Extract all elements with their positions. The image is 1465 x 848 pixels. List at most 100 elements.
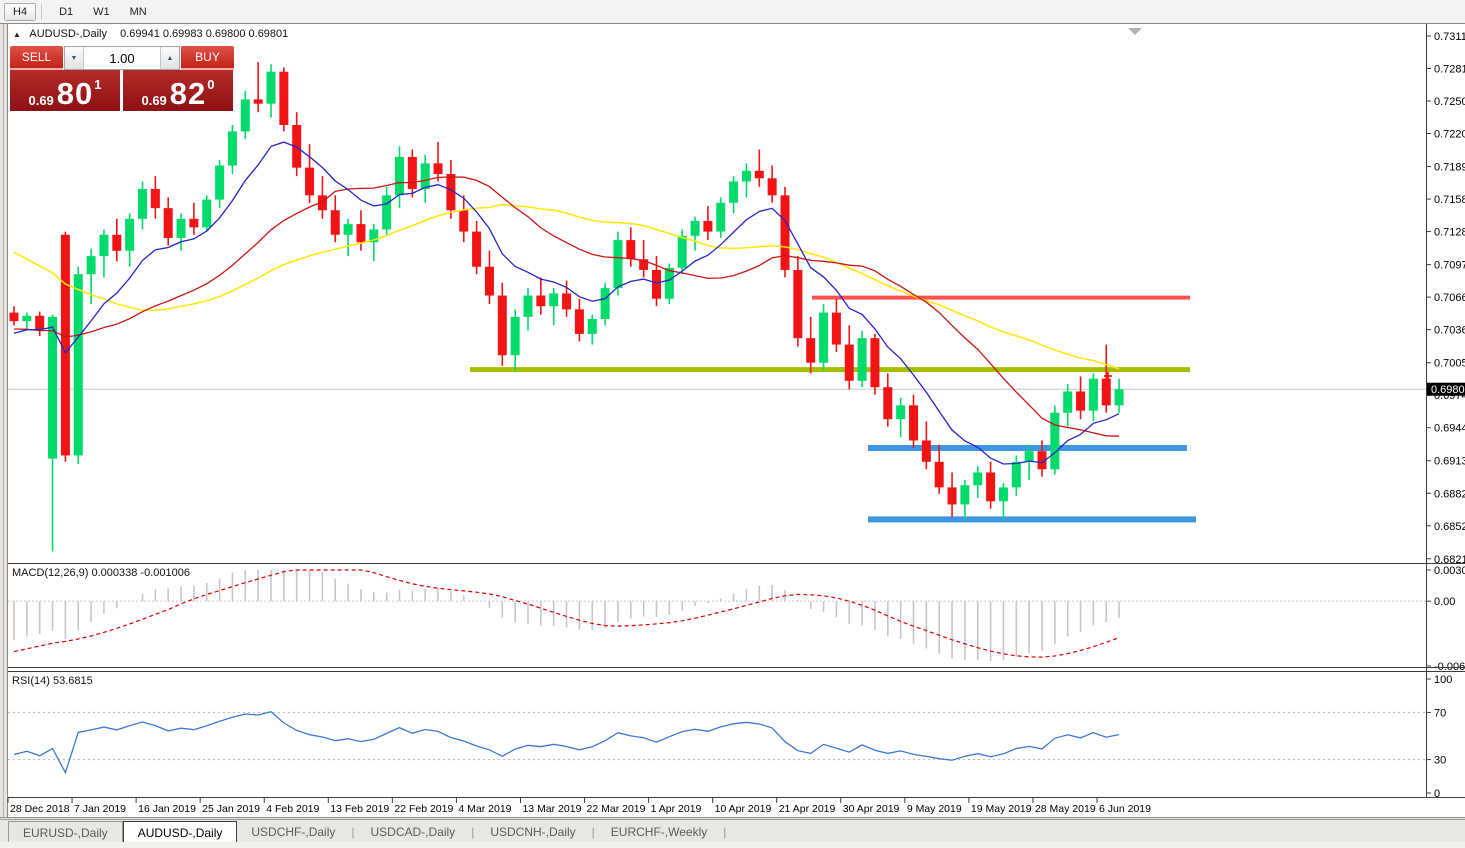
candle-body[interactable] <box>292 124 302 168</box>
candle-body[interactable] <box>986 472 996 502</box>
tab-eurchf-weekly[interactable]: EURCHF-,Weekly <box>610 825 708 839</box>
candle-body[interactable] <box>305 167 315 196</box>
candle-body[interactable] <box>793 269 803 339</box>
candle-body[interactable] <box>253 99 263 104</box>
candle-body[interactable] <box>138 188 147 219</box>
candle-body[interactable] <box>266 71 276 104</box>
scroll-shift-icon[interactable] <box>1128 28 1142 35</box>
candle-body[interactable] <box>484 266 494 296</box>
candle-body[interactable] <box>729 181 739 203</box>
volume-input[interactable] <box>84 47 160 69</box>
collapse-arrow-icon[interactable]: ▲ <box>13 30 21 39</box>
candle-body[interactable] <box>48 316 58 459</box>
tab-eurusd-daily[interactable]: EURUSD-,Daily <box>8 821 123 843</box>
candle-body[interactable] <box>86 256 96 275</box>
candle-body[interactable] <box>227 131 237 166</box>
timeframe-h4-button[interactable]: H4 <box>4 2 37 21</box>
candle-body[interactable] <box>574 309 584 334</box>
candle-body[interactable] <box>343 224 353 235</box>
candle-body[interactable] <box>279 71 289 125</box>
tab-usdcnh-daily[interactable]: USDCNH-,Daily <box>490 825 576 839</box>
candle-body[interactable] <box>22 315 32 322</box>
candle-body[interactable] <box>330 210 340 235</box>
candle-body[interactable] <box>741 170 751 182</box>
candle-body[interactable] <box>510 316 520 356</box>
candle-body[interactable] <box>780 195 790 270</box>
candle-body[interactable] <box>459 210 469 232</box>
candle-body[interactable] <box>549 293 559 307</box>
candle-body[interactable] <box>613 240 623 289</box>
candle-body[interactable] <box>433 163 443 175</box>
candle-body[interactable] <box>112 234 122 251</box>
candle-body[interactable] <box>857 338 867 381</box>
candle-body[interactable] <box>831 312 841 345</box>
candle-body[interactable] <box>125 218 135 251</box>
candle-body[interactable] <box>317 195 327 211</box>
candle-body[interactable] <box>1011 461 1021 488</box>
candle-body[interactable] <box>960 485 970 505</box>
tab-usdcad-daily[interactable]: USDCAD-,Daily <box>370 825 456 839</box>
candle-body[interactable] <box>9 312 19 322</box>
tab-audusd-daily[interactable]: AUDUSD-,Daily <box>122 821 238 843</box>
candle-body[interactable] <box>921 440 931 462</box>
volume-increase-button[interactable]: ▲ <box>160 47 179 69</box>
candle-body[interactable] <box>73 274 83 456</box>
candle-body[interactable] <box>1050 412 1060 470</box>
candle-body[interactable] <box>240 99 250 132</box>
candle-body[interactable] <box>1037 451 1047 470</box>
candle-body[interactable] <box>703 220 713 232</box>
candle-body[interactable] <box>767 178 777 196</box>
timeframe-d1-button[interactable]: D1 <box>59 5 74 18</box>
candle-body[interactable] <box>716 202 726 232</box>
sell-button[interactable]: SELL <box>10 46 63 70</box>
tab-usdchf-daily[interactable]: USDCHF-,Daily <box>251 825 336 839</box>
candle-body[interactable] <box>215 165 225 200</box>
candle-body[interactable] <box>600 288 610 319</box>
candle-body[interactable] <box>446 174 456 211</box>
candle-body[interactable] <box>150 188 160 209</box>
candle-body[interactable] <box>639 259 649 270</box>
candle-body[interactable] <box>472 231 482 267</box>
candle-body[interactable] <box>189 218 199 228</box>
candle-body[interactable] <box>883 387 893 420</box>
candle-body[interactable] <box>523 295 533 317</box>
timeframe-w1-button[interactable]: W1 <box>93 5 110 18</box>
candle-body[interactable] <box>1063 391 1073 413</box>
candle-body[interactable] <box>909 405 918 441</box>
volume-decrease-button[interactable]: ▼ <box>65 47 84 69</box>
candle-body[interactable] <box>896 405 906 420</box>
buy-price-box[interactable]: 0.69 82 0 <box>123 70 233 111</box>
candle-body[interactable] <box>497 295 507 356</box>
candle-body[interactable] <box>652 269 661 299</box>
candle-body[interactable] <box>626 240 636 260</box>
candle-body[interactable] <box>202 199 212 228</box>
candle-body[interactable] <box>677 235 687 268</box>
candle-body[interactable] <box>395 156 404 196</box>
candle-body[interactable] <box>99 234 109 257</box>
candle-body[interactable] <box>536 295 546 307</box>
candle-body[interactable] <box>382 195 392 230</box>
candle-body[interactable] <box>806 338 816 363</box>
candle-body[interactable] <box>998 487 1008 502</box>
candle-body[interactable] <box>1076 391 1086 411</box>
candle-body[interactable] <box>356 224 366 243</box>
candle-body[interactable] <box>369 229 379 243</box>
candle-body[interactable] <box>1114 389 1124 406</box>
candle-body[interactable] <box>35 315 45 330</box>
sell-price-box[interactable]: 0.69 80 1 <box>10 70 120 111</box>
candle-body[interactable] <box>587 318 597 334</box>
candle-body[interactable] <box>407 156 417 189</box>
candle-body[interactable] <box>973 472 983 486</box>
candle-body[interactable] <box>1101 378 1111 406</box>
buy-button[interactable]: BUY <box>181 46 234 70</box>
candle-body[interactable] <box>870 338 880 388</box>
candle-body[interactable] <box>947 487 957 505</box>
candle-body[interactable] <box>690 220 700 236</box>
candle-body[interactable] <box>420 163 430 189</box>
candle-body[interactable] <box>562 293 572 310</box>
candle-body[interactable] <box>60 234 70 456</box>
candle-body[interactable] <box>934 461 944 488</box>
timeframe-mn-button[interactable]: MN <box>129 5 147 18</box>
candle-body[interactable] <box>1024 451 1034 462</box>
